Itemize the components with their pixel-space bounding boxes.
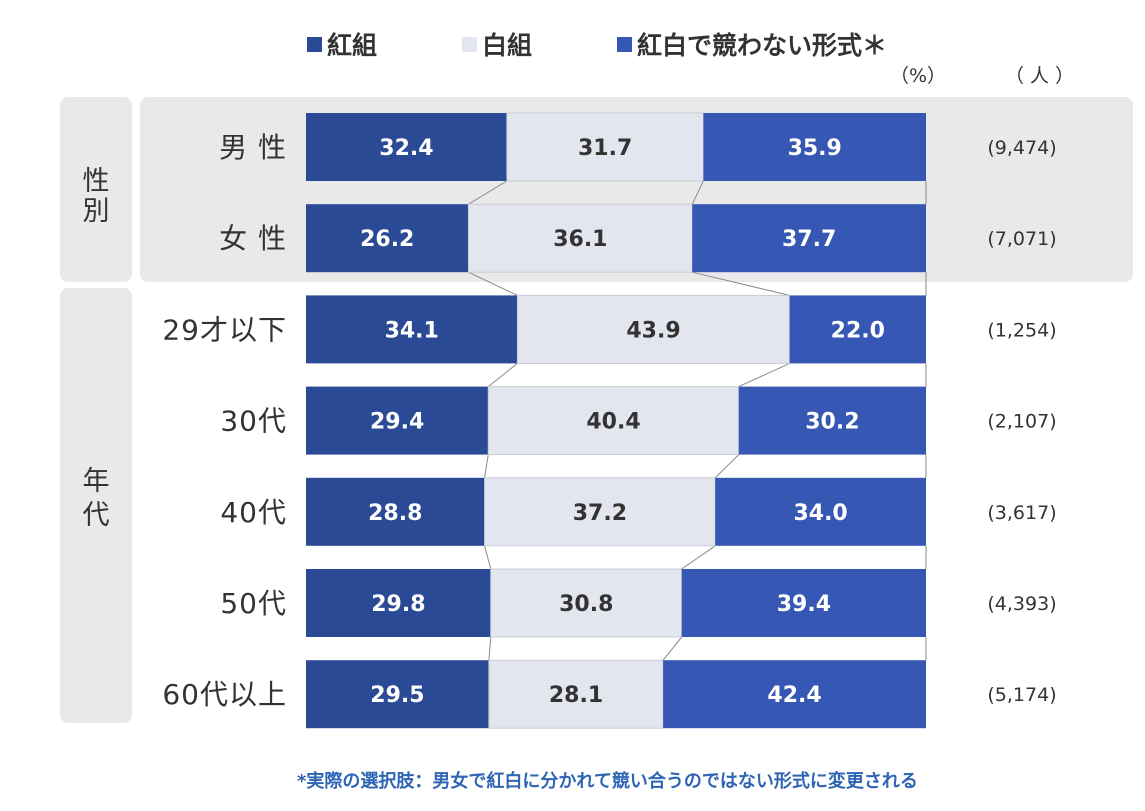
- value-label-5-1: 30.8: [559, 592, 613, 617]
- category-label-6: 60代以上: [162, 678, 287, 711]
- value-label-6-1: 28.1: [549, 683, 603, 708]
- bar-1-1: [467, 203, 693, 273]
- value-label-0-0: 32.4: [379, 136, 433, 161]
- value-label-3-0: 29.4: [370, 410, 424, 435]
- bar-5-0: [306, 569, 491, 637]
- bar-6-0: [306, 660, 489, 729]
- connector-3-1: [714, 454, 740, 479]
- bar-0-2: [703, 113, 926, 181]
- value-label-0-2: 35.9: [788, 136, 842, 161]
- connector-2-1: [738, 362, 790, 388]
- footnote: *実際の選択肢：男女で紅白に分かれて競い合うのではない形式に変更される: [297, 770, 918, 792]
- bar-2-0: [306, 295, 518, 364]
- value-label-6-0: 29.5: [370, 683, 424, 708]
- value-label-4-0: 28.8: [368, 501, 422, 526]
- value-label-4-2: 34.0: [793, 501, 847, 526]
- legend-label-white: 白組: [482, 31, 532, 60]
- bar-4-0: [306, 477, 485, 546]
- category-label-5: 50代: [220, 587, 287, 620]
- value-label-1-2: 37.7: [782, 227, 836, 252]
- value-label-2-2: 22.0: [831, 318, 885, 343]
- bar-4-2: [715, 477, 926, 546]
- category-labels: 男 性女 性 29才以下 30代 40代 50代 60代以上: [162, 131, 287, 711]
- group-label-gender-char-1: 性: [83, 166, 110, 197]
- bar-3-0: [306, 386, 489, 455]
- value-label-1-0: 26.2: [360, 227, 414, 252]
- unit-persons: （ 人 ）: [1005, 65, 1074, 87]
- legend-swatch-noncompete: [617, 37, 632, 52]
- legend-swatch-white: [462, 37, 477, 52]
- bar-2-2: [789, 295, 926, 364]
- connector-0-0: [468, 180, 508, 205]
- unit-percent: （%）: [890, 65, 946, 87]
- category-label-2: 29才以下: [162, 313, 287, 346]
- bar-1-0: [306, 204, 469, 273]
- value-label-2-0: 34.1: [385, 318, 439, 343]
- sample-size-2: (1,254): [987, 319, 1056, 341]
- group-panel-gender-label: [60, 97, 132, 282]
- bar-6-2: [663, 660, 926, 729]
- connector-1-1: [692, 271, 790, 296]
- value-label-3-2: 30.2: [805, 410, 859, 435]
- bar-0-1: [506, 112, 704, 182]
- connector-4-0: [484, 545, 492, 570]
- sample-size-5: (4,393): [987, 593, 1056, 615]
- bars: 32.4 31.7 35.9 26.2 36.1 37.7 34.1 43.9 22.0 29.4…: [306, 112, 926, 729]
- sample-size-6: (5,174): [987, 684, 1056, 706]
- connector-4-1: [681, 545, 716, 570]
- sample-size-0: (9,474): [987, 137, 1056, 159]
- bar-6-1: [488, 659, 664, 729]
- sample-size-4: (3,617): [987, 502, 1056, 524]
- group-label-gender-char-2: 別: [83, 196, 110, 227]
- legend-label-red: 紅組: [327, 31, 377, 60]
- value-label-5-0: 29.8: [371, 592, 425, 617]
- group-label-age-char-1: 年: [83, 466, 110, 497]
- value-label-6-2: 42.4: [767, 683, 821, 708]
- bar-3-2: [738, 386, 926, 455]
- bar-5-2: [681, 569, 926, 637]
- value-label-4-1: 37.2: [573, 501, 627, 526]
- bar-3-1: [487, 386, 740, 456]
- category-label-4: 40代: [220, 496, 287, 529]
- group-panel-age-label: [60, 288, 132, 723]
- bar-5-1: [490, 568, 683, 638]
- legend-swatch-red: [307, 37, 322, 52]
- bar-0-0: [306, 113, 507, 181]
- connector-3-0: [484, 454, 489, 478]
- legend: 紅組 白組 紅白で競わない形式＊: [307, 31, 887, 60]
- value-label-5-2: 39.4: [777, 592, 831, 617]
- connector-2-0: [487, 363, 518, 387]
- value-label-0-1: 31.7: [578, 136, 632, 161]
- group-label-age: 年 代: [83, 466, 110, 531]
- connector-5-1: [662, 636, 683, 661]
- category-label-1: 女 性: [219, 222, 287, 255]
- legend-label-noncompete: 紅白で競わない形式＊: [637, 31, 887, 60]
- category-label-3: 30代: [220, 405, 287, 438]
- sample-sizes: (9,474) (7,071) (1,254) (2,107) (3,617) (4,39…: [987, 137, 1056, 706]
- value-label-1-1: 36.1: [553, 227, 607, 252]
- bar-1-2: [692, 204, 926, 273]
- category-label-0: 男 性: [219, 131, 287, 164]
- value-label-3-1: 40.4: [586, 410, 640, 435]
- sample-size-1: (7,071): [987, 228, 1056, 250]
- value-label-2-1: 43.9: [626, 318, 680, 343]
- sample-size-3: (2,107): [987, 411, 1056, 433]
- group-label-age-char-2: 代: [83, 500, 110, 531]
- segment-connectors: [468, 180, 927, 661]
- connector-5-0: [488, 636, 492, 661]
- group-label-gender: 性 別: [83, 166, 110, 227]
- connector-0-1: [691, 180, 704, 205]
- connector-1-0: [468, 271, 518, 296]
